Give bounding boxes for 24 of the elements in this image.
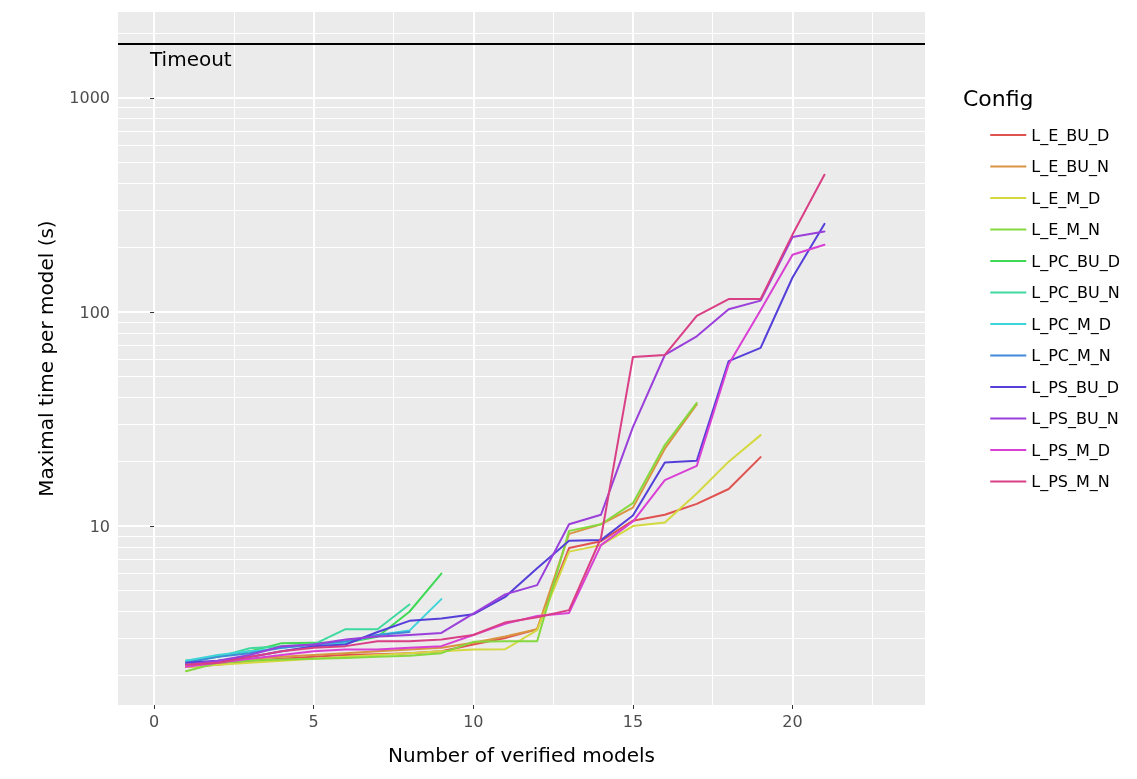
x-tick-label: 15 xyxy=(622,711,644,731)
legend-label: L_PS_BU_D xyxy=(1031,377,1119,398)
x-axis-title: Number of verified models xyxy=(388,743,655,767)
legend-label: L_E_M_D xyxy=(1031,188,1101,209)
y-tick-label: 100 xyxy=(79,302,110,322)
legend-label: L_PC_M_D xyxy=(1031,314,1112,335)
y-tick-label: 1000 xyxy=(69,88,110,108)
x-tick-label: 5 xyxy=(308,711,319,731)
legend-label: L_PC_BU_N xyxy=(1031,283,1120,303)
ref-line-label: Timeout xyxy=(149,47,232,72)
legend-label: L_E_M_N xyxy=(1031,220,1101,240)
legend-label: L_PS_M_N xyxy=(1031,472,1110,492)
y-axis-title: Maximal time per model (s) xyxy=(34,220,58,497)
legend-label: L_PS_BU_N xyxy=(1031,409,1119,429)
legend-label: L_E_BU_D xyxy=(1031,125,1110,146)
legend-label: L_E_BU_N xyxy=(1031,157,1109,177)
legend-label: L_PS_M_D xyxy=(1031,440,1111,461)
y-tick-label: 10 xyxy=(89,516,110,536)
x-tick-label: 0 xyxy=(148,711,160,731)
x-tick-label: 10 xyxy=(463,711,484,731)
x-tick-label: 20 xyxy=(782,711,803,731)
legend-label: L_PC_BU_D xyxy=(1031,251,1121,272)
legend-title: Config xyxy=(963,85,1034,111)
legend-label: L_PC_M_N xyxy=(1031,346,1111,366)
